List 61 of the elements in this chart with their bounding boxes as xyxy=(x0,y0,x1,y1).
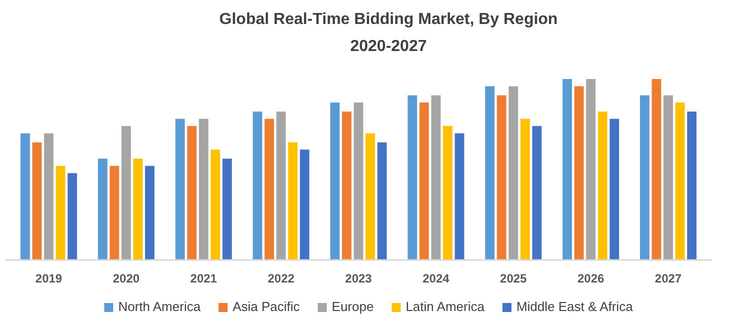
bar xyxy=(110,166,120,260)
chart-subtitle: 2020-2027 xyxy=(350,38,427,55)
bar xyxy=(640,95,650,260)
bar xyxy=(175,118,185,260)
bar xyxy=(664,95,673,260)
x-tick-label: 2021 xyxy=(190,272,218,286)
bar xyxy=(198,118,208,260)
bar xyxy=(330,102,340,260)
bar xyxy=(354,102,364,260)
bar xyxy=(419,102,429,260)
legend-label: Middle East & Africa xyxy=(516,299,634,314)
bar xyxy=(496,95,506,260)
bar xyxy=(520,118,530,260)
bar xyxy=(133,158,143,260)
x-tick-label: 2026 xyxy=(577,272,604,286)
bar xyxy=(408,95,418,260)
bar xyxy=(145,166,154,260)
bar xyxy=(377,142,387,260)
bar xyxy=(187,126,197,260)
bar xyxy=(121,126,131,260)
x-tick-label: 2019 xyxy=(35,272,62,286)
x-tick-label: 2025 xyxy=(500,272,528,286)
bar xyxy=(687,112,697,260)
bar xyxy=(366,133,375,260)
bar xyxy=(300,150,310,260)
bar xyxy=(252,112,262,260)
bar xyxy=(443,126,452,260)
bar xyxy=(508,86,518,260)
bar xyxy=(44,133,54,260)
bar xyxy=(222,158,232,260)
bar xyxy=(68,173,78,260)
x-tick-label: 2022 xyxy=(268,272,295,286)
bar xyxy=(32,142,42,260)
bar xyxy=(276,112,286,260)
bar xyxy=(574,86,584,260)
bar xyxy=(562,79,572,260)
bar xyxy=(652,79,662,260)
bar xyxy=(598,112,608,260)
bar xyxy=(288,142,298,260)
legend-label: North America xyxy=(118,299,202,314)
x-tick-label: 2023 xyxy=(345,272,372,286)
bar xyxy=(264,118,274,260)
bar xyxy=(586,79,596,260)
legend-label: Asia Pacific xyxy=(232,299,300,314)
bar xyxy=(675,102,685,260)
bar xyxy=(485,86,495,260)
x-tick-label: 2024 xyxy=(422,272,450,286)
bar xyxy=(610,118,620,260)
bar xyxy=(56,166,66,260)
bar xyxy=(20,133,30,260)
legend-label: Latin America xyxy=(406,299,486,314)
bar xyxy=(210,150,220,260)
bar xyxy=(431,95,441,260)
bar xyxy=(454,133,464,260)
bar xyxy=(342,112,352,260)
x-tick-label: 2020 xyxy=(112,272,140,286)
legend-label: Europe xyxy=(332,299,374,314)
x-tick-label: 2027 xyxy=(654,272,682,286)
bar xyxy=(532,126,542,260)
chart-title: Global Real-Time Bidding Market, By Region xyxy=(219,11,558,28)
bar xyxy=(98,158,108,260)
